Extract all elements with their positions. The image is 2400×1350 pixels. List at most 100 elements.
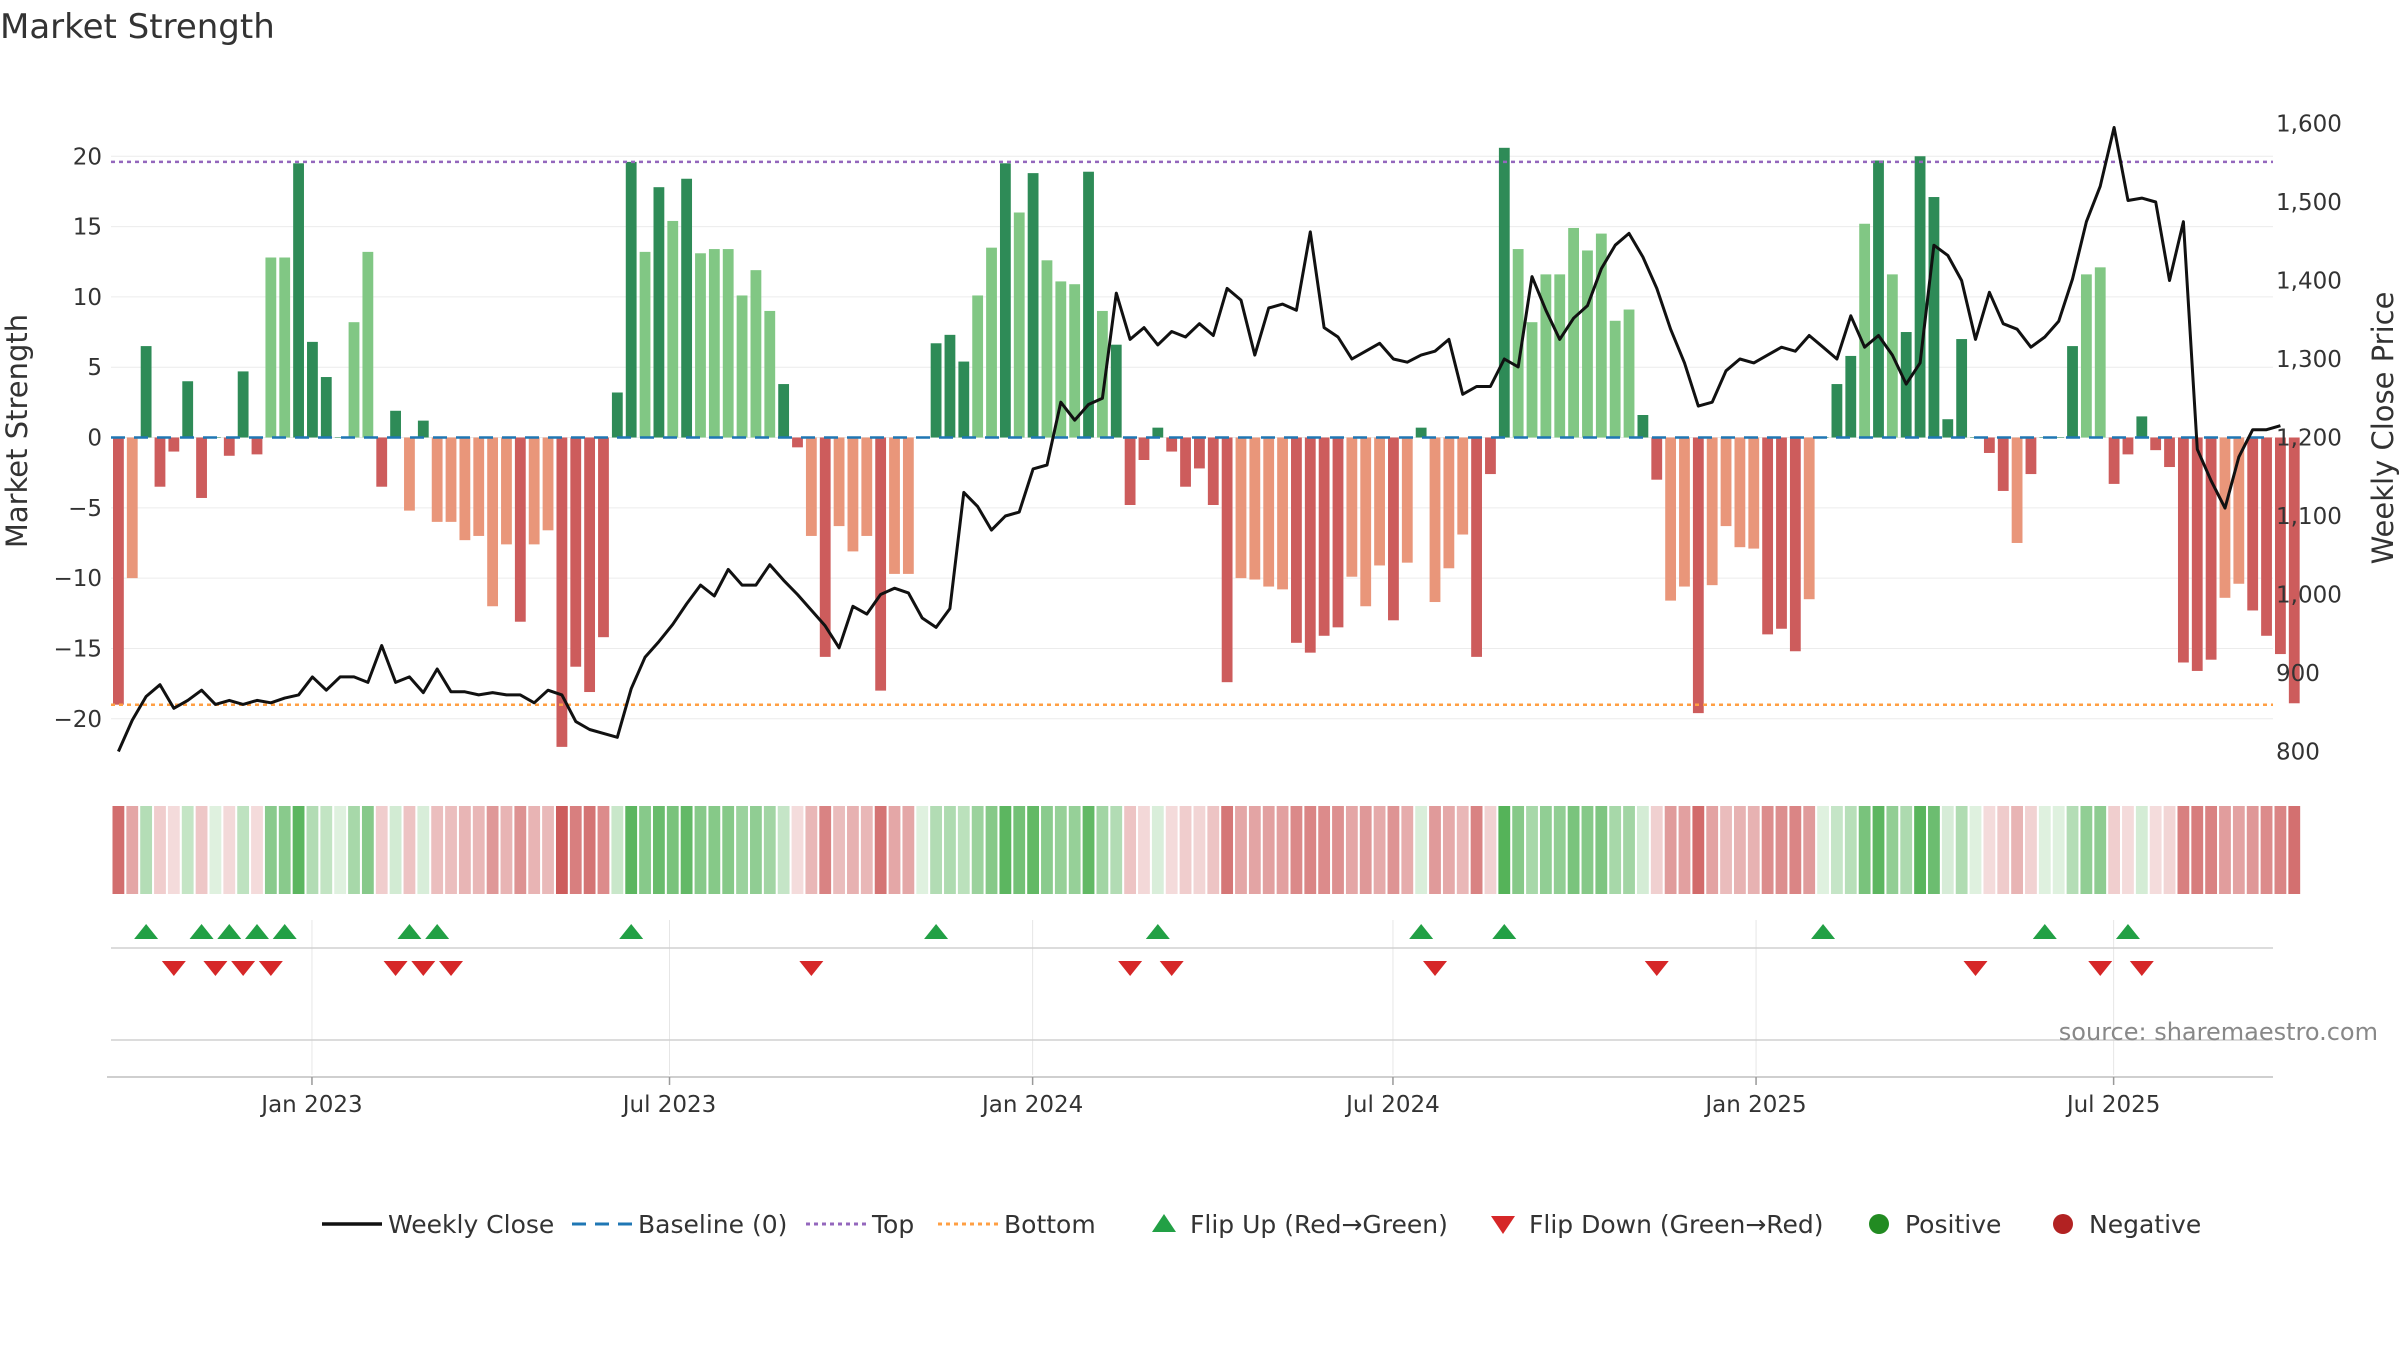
strength-bar — [625, 161, 637, 438]
legend-item: Flip Up (Red→Green) — [1152, 1210, 1448, 1239]
strength-bar — [1983, 437, 1995, 453]
heat-cell — [1623, 806, 1635, 894]
heat-cell — [777, 806, 790, 894]
strength-bar — [1013, 212, 1025, 438]
strength-bar — [1138, 437, 1150, 460]
strength-bar — [2275, 437, 2286, 655]
strength-bar — [542, 437, 554, 531]
heat-cell — [2122, 806, 2134, 894]
strength-bar — [570, 437, 582, 667]
strength-bar — [1471, 437, 1482, 657]
flip-down-marker — [799, 961, 824, 976]
strength-bar — [1332, 437, 1344, 628]
y-axis-label: Market Strength — [0, 314, 34, 548]
y2-tick-label: 1,300 — [2276, 347, 2342, 373]
heat-cell — [916, 806, 929, 894]
strength-bar — [1776, 437, 1787, 629]
strength-bar — [2288, 437, 2300, 704]
heat-cell — [874, 806, 887, 894]
y-tick-label: 15 — [73, 215, 102, 241]
flip-down-marker — [203, 961, 228, 976]
heat-cell — [1983, 806, 1996, 894]
heat-cell — [1498, 806, 1511, 894]
strength-bar — [1720, 437, 1732, 527]
heat-cell — [833, 806, 845, 894]
heat-cell — [1484, 806, 1497, 894]
heat-cell — [1456, 806, 1469, 894]
y-tick-label: −5 — [68, 496, 102, 522]
strength-bar — [376, 437, 388, 487]
legend-label: Weekly Close — [388, 1210, 554, 1239]
y2-tick-label: 1,500 — [2276, 190, 2342, 216]
weekly-close-line — [117, 126, 2281, 753]
legend-item: Weekly Close — [322, 1210, 554, 1239]
heat-cell — [1193, 806, 1206, 894]
flip-up-marker — [217, 924, 242, 939]
strength-bar — [334, 437, 346, 438]
heat-cell — [1082, 806, 1095, 894]
strength-bar — [819, 437, 831, 657]
heat-cell — [985, 806, 998, 894]
strength-bar — [2219, 437, 2231, 598]
strength-bar — [2191, 437, 2203, 671]
heat-cell — [181, 806, 194, 894]
strength-bar — [1235, 437, 1247, 579]
strength-bar — [847, 437, 859, 552]
strength-bar — [1595, 233, 1607, 438]
heat-cell — [167, 806, 180, 894]
strength-bar — [2150, 437, 2162, 451]
strength-bar — [1873, 160, 1884, 438]
heat-cell — [1789, 806, 1802, 894]
heat-cell — [1831, 806, 1843, 894]
heat-cell — [819, 806, 832, 894]
legend-swatch — [1491, 1216, 1515, 1234]
x-tick-label: Jan 2025 — [1703, 1092, 1806, 1118]
flip-up-marker — [134, 924, 159, 939]
x-axis: Jan 2023 Jul 2023 Jan 2024 Jul 2024 Jan 2025… — [107, 1076, 2273, 1118]
strength-bar — [1415, 427, 1427, 438]
heat-cell — [1775, 806, 1788, 894]
heat-cell — [1844, 806, 1857, 894]
flip-up-marker — [619, 924, 644, 939]
strength-bar — [182, 381, 194, 438]
heat-cell — [306, 806, 319, 894]
strength-bar — [1124, 437, 1136, 505]
heat-cell — [112, 806, 125, 894]
strength-bar — [431, 437, 443, 522]
y2-axis-label: Weekly Close Price — [2366, 292, 2400, 565]
strength-bar — [1748, 437, 1760, 549]
heat-cell — [680, 806, 693, 894]
y2-tick-label: 1,000 — [2276, 582, 2342, 608]
strength-bar — [930, 343, 942, 438]
strength-bar — [2067, 346, 2078, 438]
strength-bar — [1304, 437, 1316, 653]
heat-cell — [1124, 806, 1137, 894]
strength-bar — [902, 437, 914, 574]
y-axis-left: 20 15 10 5 0 −5 −10 −15 −20 — [53, 144, 102, 733]
strength-bar — [2011, 437, 2023, 543]
strength-bar — [1291, 437, 1302, 643]
strength-bar — [1207, 437, 1219, 505]
heat-cell — [417, 806, 430, 894]
strength-bar — [584, 437, 596, 693]
reference-lines — [111, 160, 2273, 706]
heat-cell — [1720, 806, 1732, 894]
strength-bar — [889, 437, 900, 574]
heat-cell — [1068, 806, 1081, 894]
strength-bar — [1928, 197, 1940, 438]
heat-cell — [445, 806, 457, 894]
strength-bar — [1221, 437, 1233, 683]
strength-bar — [750, 270, 762, 438]
strength-bar — [667, 220, 679, 438]
flip-down-marker — [1159, 961, 1184, 976]
heat-cell — [1664, 806, 1677, 894]
flip-down-marker — [1644, 961, 1669, 976]
strength-bar — [1609, 320, 1621, 438]
heat-cell — [1734, 806, 1746, 894]
strength-bar — [265, 257, 277, 438]
strength-bar — [196, 437, 207, 498]
heat-cell — [666, 806, 679, 894]
heat-cell — [389, 806, 402, 894]
strength-bar — [459, 437, 471, 541]
strength-bar — [1249, 437, 1261, 580]
